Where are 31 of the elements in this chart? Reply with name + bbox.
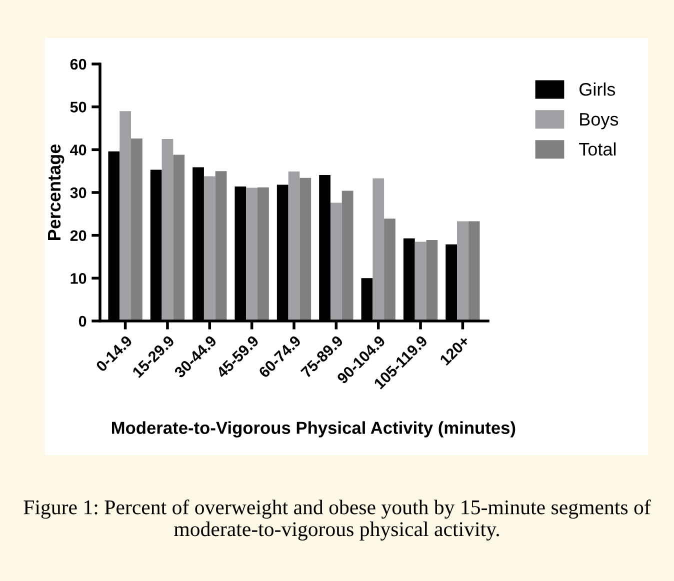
bar: [300, 178, 312, 321]
bar: [204, 176, 216, 321]
bar: [215, 171, 227, 321]
legend-label: Boys: [580, 113, 618, 130]
bar: [131, 138, 142, 321]
legend-label: Total: [579, 142, 616, 156]
bar: [288, 172, 300, 321]
bar: [162, 138, 174, 321]
bar: [173, 154, 185, 321]
y-tick-label: 20: [70, 230, 86, 242]
bar: [372, 178, 384, 321]
bar: [426, 240, 438, 321]
y-tick-label: 40: [70, 144, 86, 156]
bar: [342, 190, 354, 321]
bar: [258, 187, 269, 321]
y-tick-label: 50: [70, 102, 86, 113]
bar: [246, 188, 258, 321]
y-axis-title: Percentage: [48, 144, 64, 240]
bar: [330, 202, 342, 321]
y-tick-label: 10: [70, 273, 86, 284]
y-tick-label: 30: [70, 187, 86, 198]
y-tick-label: 0: [78, 316, 86, 327]
legend-label: Girls: [580, 82, 616, 96]
y-tick-label: 60: [70, 58, 86, 70]
bar: [468, 221, 480, 321]
caption: Figure 1: Percent of overweight and obese youth by 15-minute segments of moderate-to-vigorous physical activity.: [24, 499, 651, 541]
bar: [120, 111, 131, 321]
bar: [384, 218, 396, 321]
x-axis-title: Moderate-to-Vigorous Physical Activity (minutes): [112, 421, 516, 438]
bar: [457, 221, 468, 321]
bar: [414, 242, 426, 321]
